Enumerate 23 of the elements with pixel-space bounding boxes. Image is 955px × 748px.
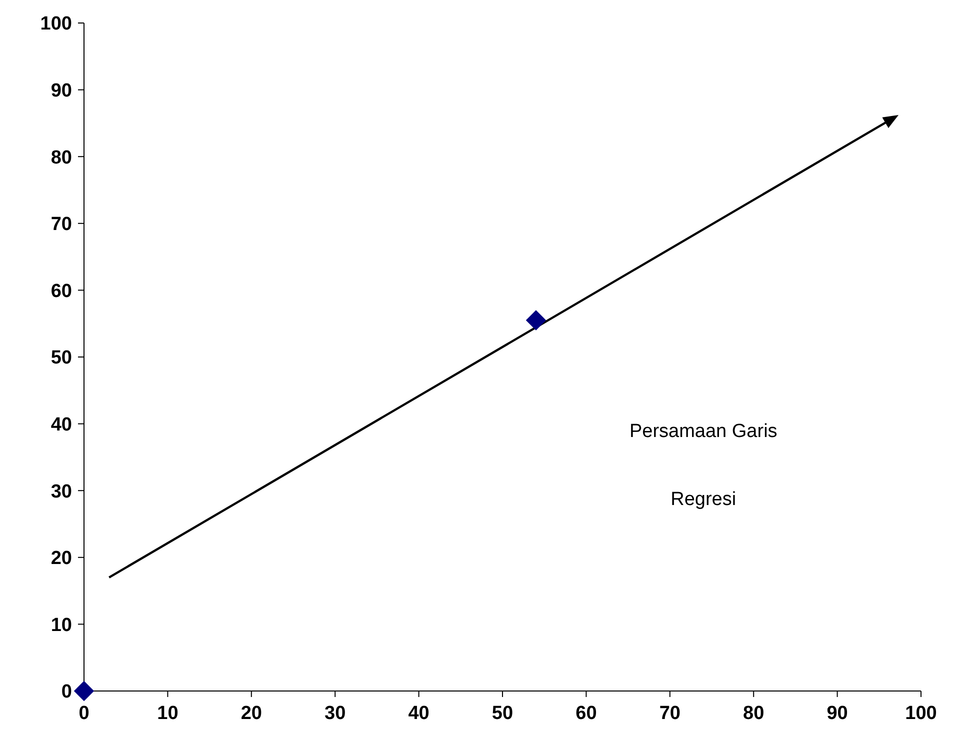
text: Persamaan Garis Regresi <box>629 421 778 510</box>
y-tick-label: 60 <box>50 280 72 302</box>
y-tick-label: 80 <box>50 147 72 168</box>
y-tick-label: 0 <box>61 682 72 703</box>
x-tick-label: 60 <box>576 703 597 724</box>
x-tick-label: 70 <box>659 703 680 724</box>
y-tick-label: 90 <box>50 80 72 102</box>
x-tick-label: 100 <box>905 703 937 724</box>
x-tick-label: 30 <box>324 703 346 724</box>
x-tick-label: 90 <box>826 703 848 724</box>
y-tick-label: 30 <box>50 481 72 502</box>
x-tick-label: 20 <box>240 703 262 724</box>
y-tick-label: 10 <box>50 614 72 636</box>
x-tick-label: 40 <box>408 703 430 724</box>
y-tick-label: 50 <box>50 348 72 369</box>
y-tick-label: 40 <box>50 414 72 436</box>
x-tick-label: 80 <box>743 703 764 724</box>
x-tick-label: 0 <box>78 703 90 724</box>
y-tick-label: 20 <box>50 548 72 570</box>
x-tick-label: 50 <box>492 703 514 724</box>
x-tick-label: 10 <box>157 703 178 724</box>
y-tick-label: 70 <box>50 214 72 236</box>
y-tick-label: 100 <box>40 14 72 35</box>
